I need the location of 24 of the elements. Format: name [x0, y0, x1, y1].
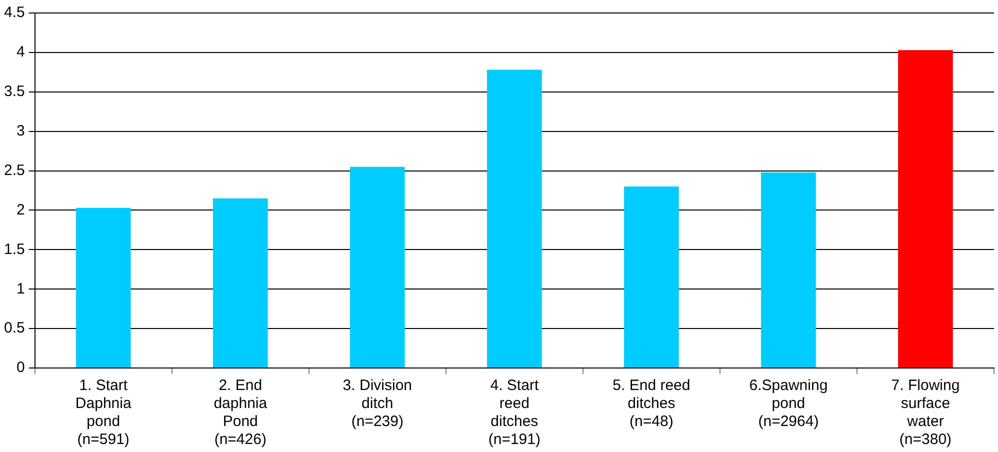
- y-tick-label: 0: [16, 359, 25, 376]
- y-tick-label: 0.5: [4, 320, 25, 337]
- x-tick-label: 7. Flowing surface water (n=380): [891, 377, 960, 448]
- y-tick-label: 3: [16, 122, 25, 140]
- bar: [212, 198, 268, 368]
- x-tick-label: 3. Division ditch (n=239): [342, 377, 412, 430]
- y-tick-label: 4.5: [4, 4, 25, 22]
- x-tick-label: 6.Spawning pond (n=2964): [749, 377, 828, 430]
- y-tick-label: 1.5: [4, 240, 25, 258]
- y-tick-label: 2.5: [4, 162, 25, 179]
- y-tick-label: 1: [16, 280, 25, 298]
- bar: [76, 208, 131, 368]
- x-tick-label: 1. Start Daphnia pond (n=591): [75, 377, 132, 448]
- x-tick-label: 2. End daphnia Pond (n=426): [214, 377, 268, 448]
- y-tick-label: 2: [16, 201, 25, 218]
- bar: [898, 50, 953, 368]
- y-tick-label: 3.5: [4, 83, 25, 100]
- bar: [761, 172, 816, 368]
- y-tick-label: 4: [16, 44, 25, 61]
- x-tick-label: 4. Start reed ditches (n=191): [488, 377, 540, 448]
- bar: [350, 166, 405, 368]
- x-tick-label: 5. End reed ditches (n=48): [612, 377, 690, 430]
- bar: [487, 70, 542, 368]
- bar: [624, 186, 679, 368]
